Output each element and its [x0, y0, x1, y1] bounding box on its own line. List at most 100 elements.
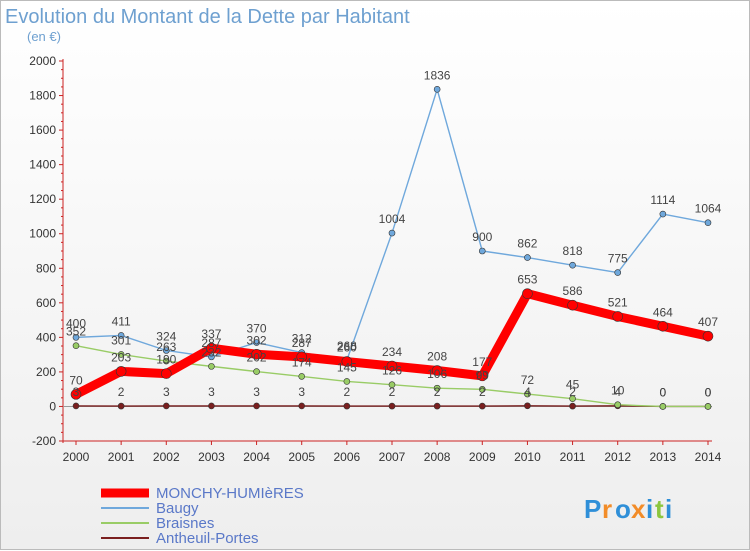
- data-label: 208: [427, 350, 447, 364]
- data-point: [206, 342, 217, 354]
- data-point: [478, 386, 486, 393]
- data-point: [524, 254, 531, 261]
- data-point: [208, 353, 215, 361]
- data-point: [117, 402, 125, 410]
- data-point: [341, 356, 353, 367]
- data-point: [657, 321, 669, 332]
- x-tick-label: 2006: [334, 450, 361, 464]
- x-tick-label: 2003: [198, 450, 225, 464]
- data-label: 234: [382, 345, 402, 359]
- data-point: [704, 403, 712, 410]
- x-tick-label: 2012: [604, 450, 631, 464]
- data-label: 177: [472, 355, 492, 369]
- data-label: 287: [201, 336, 221, 350]
- data-label: 818: [563, 244, 583, 258]
- data-label: 4: [614, 385, 621, 399]
- data-label: 352: [66, 325, 86, 339]
- data-label: 72: [521, 373, 535, 387]
- chart-title: Evolution du Montant de la Dette par Hab…: [5, 6, 410, 28]
- data-label: 2: [344, 385, 351, 399]
- data-label: 0: [660, 385, 667, 399]
- brand-letter: P: [584, 494, 601, 524]
- data-point: [388, 402, 396, 410]
- y-tick-label: 600: [36, 296, 56, 310]
- x-tick-label: 2005: [288, 450, 315, 464]
- data-label: 232: [201, 345, 221, 359]
- data-point: [433, 86, 441, 93]
- y-tick-label: 1600: [29, 123, 56, 137]
- data-label: 1004: [379, 212, 406, 226]
- data-label: 400: [66, 316, 86, 330]
- x-tick-label: 2001: [108, 450, 135, 464]
- data-label: 2: [118, 385, 125, 399]
- data-label: 2: [479, 385, 486, 399]
- data-label: 312: [292, 332, 312, 346]
- data-label: 900: [472, 230, 492, 244]
- data-point: [117, 332, 125, 339]
- y-tick-label: 1800: [29, 89, 56, 103]
- data-point: [476, 370, 488, 382]
- data-point: [567, 299, 578, 311]
- data-point: [70, 389, 82, 400]
- data-point: [478, 402, 486, 410]
- data-label: 2: [389, 385, 396, 399]
- data-point: [659, 210, 667, 218]
- data-point: [524, 390, 531, 398]
- data-label: 464: [653, 305, 673, 319]
- data-label: 268: [337, 339, 357, 353]
- data-label: 3: [163, 385, 170, 399]
- brand-letter: r: [602, 494, 612, 524]
- y-tick-label: 1200: [29, 192, 56, 206]
- brand-letter: i: [646, 494, 653, 524]
- data-point: [72, 342, 80, 349]
- data-point: [162, 357, 170, 365]
- data-label: 302: [247, 333, 267, 347]
- data-label: 0: [705, 385, 712, 399]
- data-point: [253, 368, 260, 375]
- x-tick-label: 2014: [695, 450, 722, 464]
- data-point: [162, 347, 170, 354]
- legend-label: Antheuil-Portes: [156, 530, 259, 547]
- data-point: [388, 229, 396, 237]
- data-label: 862: [517, 237, 537, 251]
- data-label: 45: [566, 378, 580, 392]
- x-tick-label: 2002: [153, 450, 180, 464]
- data-point: [524, 402, 531, 410]
- y-tick-label: 1000: [29, 227, 56, 241]
- data-label: 190: [156, 353, 176, 367]
- data-point: [115, 366, 127, 377]
- data-label: 3: [253, 385, 260, 399]
- data-label: 3: [73, 385, 80, 399]
- data-point: [569, 402, 576, 410]
- data-point: [298, 402, 306, 410]
- brand-letter: t: [655, 494, 664, 524]
- data-label: 70: [69, 373, 83, 387]
- data-label: 1114: [650, 193, 675, 207]
- data-label: 287: [292, 336, 312, 350]
- data-label: 260: [337, 341, 357, 355]
- data-label: 0: [660, 385, 667, 399]
- y-tick-label: -200: [32, 434, 56, 448]
- legend-label: MONCHY-HUMIèRES: [156, 485, 304, 502]
- data-point: [388, 381, 396, 388]
- data-point: [296, 351, 308, 363]
- data-point: [343, 378, 351, 385]
- x-tick-label: 2008: [424, 450, 451, 464]
- data-label: 1064: [695, 202, 722, 216]
- data-label: 3: [298, 385, 305, 399]
- x-tick-label: 2004: [243, 450, 270, 464]
- data-label: 653: [517, 273, 537, 287]
- data-label: 586: [563, 284, 583, 298]
- data-point: [614, 269, 622, 276]
- y-tick-label: 0: [49, 399, 56, 413]
- x-tick-label: 2009: [469, 450, 496, 464]
- data-label: 775: [608, 252, 628, 266]
- data-point: [612, 311, 624, 322]
- data-label: 411: [112, 314, 131, 328]
- data-point: [251, 348, 262, 360]
- data-point: [431, 365, 443, 376]
- x-tick-label: 2010: [514, 450, 541, 464]
